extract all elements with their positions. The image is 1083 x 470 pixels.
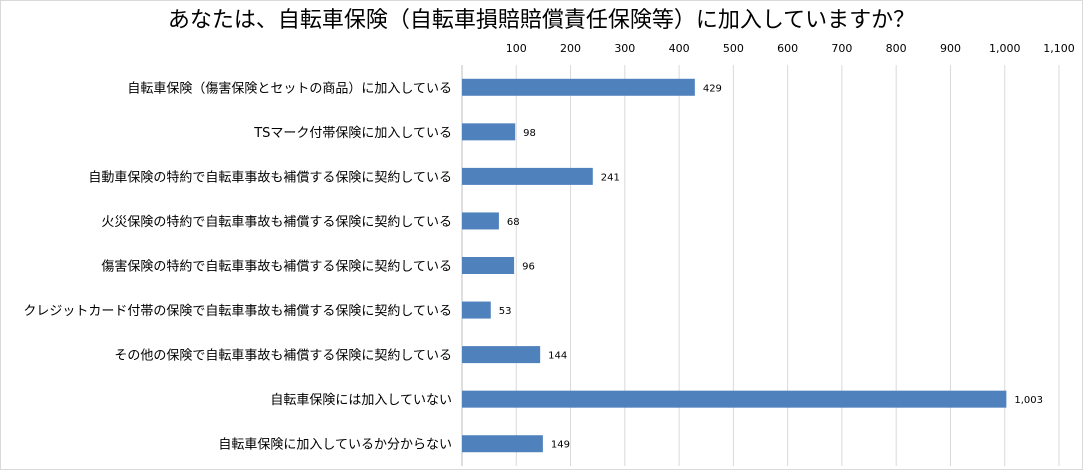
bar	[462, 346, 541, 364]
category-label: 自動車保険の特約で自転車事故も補償する保険に契約している	[88, 170, 452, 185]
x-tick-label: 1,000	[989, 42, 1021, 55]
category-label: 傷害保険の特約で自転車事故も補償する保険に契約している	[101, 259, 452, 275]
data-label: 68	[507, 217, 520, 228]
category-label: TSマーク付帯保険に加入している	[253, 126, 452, 141]
x-tick-label: 600	[777, 42, 798, 55]
category-label: 自転車保険に加入しているか分からない	[218, 438, 452, 453]
x-tick-label: 500	[723, 42, 744, 55]
category-label: クレジットカード付帯の保険で自転車事故も補償する保険に契約している	[23, 304, 452, 319]
x-tick-label: 400	[669, 42, 690, 55]
bar	[462, 257, 515, 274]
category-label: その他の保険で自転車事故も補償する保険に契約している	[114, 349, 452, 364]
data-label: 149	[551, 440, 570, 451]
data-label: 144	[548, 351, 567, 362]
bar	[462, 301, 491, 319]
chart-title: あなたは、自転車保険（自転車損賠賠償責任保険等）に加入していますか？	[167, 8, 916, 33]
data-label: 429	[703, 83, 722, 94]
x-tick-label: 700	[831, 42, 852, 55]
x-tick-label: 100	[506, 42, 527, 55]
bar	[462, 212, 499, 230]
category-label: 火災保険の特約で自転車事故も補償する保険に契約している	[101, 215, 452, 230]
data-label: 1,003	[1014, 395, 1043, 406]
x-tick-label: 300	[614, 42, 635, 55]
data-label: 241	[601, 172, 620, 183]
bar	[462, 123, 516, 141]
category-label: 自転車保険には加入していない	[270, 393, 452, 408]
x-tick-label: 800	[886, 42, 907, 55]
x-tick-label: 900	[940, 42, 961, 55]
data-label: 53	[499, 306, 512, 317]
x-tick-label: 1,100	[1043, 42, 1075, 55]
category-label: 自転車保険（傷害保険とセットの商品）に加入している	[127, 80, 452, 96]
bar	[462, 390, 1007, 408]
bar	[462, 435, 543, 453]
bar	[462, 167, 593, 185]
bar	[462, 78, 695, 96]
data-label: 98	[523, 128, 536, 139]
x-tick-label: 200	[560, 42, 581, 55]
data-label: 96	[522, 262, 535, 273]
